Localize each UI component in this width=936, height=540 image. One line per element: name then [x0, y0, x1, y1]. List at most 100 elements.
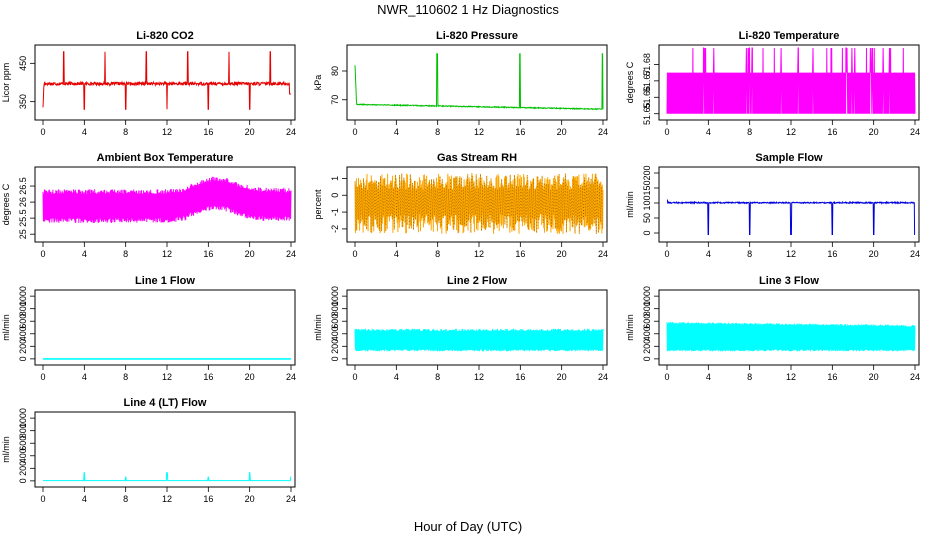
panel-title: Gas Stream RH: [437, 152, 517, 164]
panel-2: Li-820 Pressure kPa 0 4 8 12 16 20 24 70 80: [313, 30, 608, 137]
y-axis-label: ml/min: [1, 436, 11, 463]
x-tick-label: 4: [394, 127, 399, 137]
panel-1: Li-820 CO2 Licor ppm 0 4 8 12 16 20 24 350 450: [1, 30, 296, 137]
y-tick-label: 800: [642, 301, 652, 316]
x-tick-label: 0: [664, 249, 669, 259]
x-tick-label: 12: [162, 494, 172, 504]
x-tick-label: 24: [910, 249, 920, 259]
panel-title: Li-820 Pressure: [436, 30, 518, 42]
y-tick-label: 1000: [18, 408, 28, 428]
x-tick-label: 0: [664, 127, 669, 137]
plot-frame: [658, 166, 920, 243]
panel-title: Line 1 Flow: [135, 275, 195, 287]
plot-frame: [34, 411, 296, 488]
series-line: [354, 328, 604, 352]
x-tick-label: 8: [747, 127, 752, 137]
series-line: [666, 199, 916, 235]
x-tick-label: 8: [747, 372, 752, 382]
x-tick-label: 4: [82, 249, 87, 259]
x-tick-label: 16: [515, 372, 525, 382]
x-tick-label: 12: [162, 127, 172, 137]
panel-title: Line 3 Flow: [759, 275, 819, 287]
x-tick-label: 4: [394, 372, 399, 382]
x-tick-label: 4: [394, 249, 399, 259]
panel-8: Line 2 Flow ml/min 0 4 8 12 16 20 24 0 20040060080…: [313, 275, 608, 382]
y-axis-label: kPa: [313, 75, 323, 91]
y-axis-label: Licor ppm: [1, 63, 11, 103]
y-tick-label: 400: [642, 326, 652, 341]
y-tick-label: 51.67: [642, 70, 652, 93]
panel-title: Li-820 Temperature: [739, 30, 840, 42]
x-tick-label: 20: [557, 127, 567, 137]
y-axis-label: degrees C: [1, 183, 11, 225]
x-tick-label: 0: [352, 249, 357, 259]
y-tick-label: 600: [18, 314, 28, 329]
x-tick-label: 12: [474, 127, 484, 137]
x-tick-label: 16: [515, 127, 525, 137]
figure-title: NWR_110602 1 Hz Diagnostics: [377, 2, 559, 17]
y-tick-label: 600: [642, 314, 652, 329]
x-tick-label: 16: [827, 127, 837, 137]
x-tick-label: 8: [123, 372, 128, 382]
panel-title: Ambient Box Temperature: [97, 152, 234, 164]
plot-frame: [346, 166, 608, 243]
plot-frame: [34, 44, 296, 121]
plot-frame: [658, 44, 920, 121]
x-tick-label: 12: [162, 249, 172, 259]
x-tick-label: 8: [123, 494, 128, 504]
x-tick-label: 4: [82, 127, 87, 137]
y-tick-label: 80: [330, 66, 340, 76]
series-line-overlay: [354, 173, 603, 234]
plot-frame: [346, 44, 608, 121]
x-tick-label: 8: [123, 249, 128, 259]
y-tick-label: 1000: [642, 286, 652, 306]
x-tick-label: 20: [245, 372, 255, 382]
x-tick-label: 20: [869, 372, 879, 382]
x-tick-label: 12: [474, 372, 484, 382]
x-tick-label: 24: [286, 249, 296, 259]
y-tick-label: 51.66: [642, 86, 652, 109]
x-tick-label: 8: [123, 127, 128, 137]
x-tick-label: 16: [827, 249, 837, 259]
x-tick-label: 0: [40, 494, 45, 504]
x-tick-label: 8: [435, 127, 440, 137]
x-tick-label: 16: [515, 249, 525, 259]
y-tick-label: 150: [642, 180, 652, 195]
panel-4: Ambient Box Temperature degrees C 0 4 8 12 16 2…: [1, 152, 296, 259]
panel-7: Line 1 Flow ml/min 0 4 8 12 16 20 24 0 20040060080…: [1, 275, 296, 382]
y-tick-label: 600: [18, 436, 28, 451]
x-tick-label: 20: [557, 372, 567, 382]
y-tick-label: 0: [330, 356, 340, 361]
panel-title: Sample Flow: [755, 152, 823, 164]
series-line: [666, 47, 916, 114]
x-tick-label: 20: [557, 249, 567, 259]
y-tick-label: 25.5: [18, 209, 28, 227]
panel-9: Line 3 Flow ml/min 0 4 8 12 16 20 24 0 20040060080…: [625, 275, 920, 382]
x-tick-label: 16: [203, 249, 213, 259]
x-tick-label: 20: [869, 127, 879, 137]
x-tick-label: 24: [286, 127, 296, 137]
y-tick-label: -1: [330, 208, 340, 216]
y-tick-label: 50: [642, 213, 652, 223]
y-tick-label: -2: [330, 225, 340, 233]
y-tick-label: 400: [18, 448, 28, 463]
series-line: [42, 51, 291, 110]
x-tick-label: 12: [786, 249, 796, 259]
y-tick-label: 51.65: [642, 102, 652, 125]
plot-frame: [34, 166, 296, 243]
y-tick-label: 800: [18, 423, 28, 438]
panel-title: Li-820 CO2: [136, 30, 193, 42]
x-tick-label: 0: [352, 372, 357, 382]
x-tick-label: 12: [786, 372, 796, 382]
panel-5: Gas Stream RH percent 0 4 8 12 16 20 24 -2 -1 0 1: [313, 152, 608, 259]
x-tick-label: 4: [706, 372, 711, 382]
series-line: [42, 176, 292, 224]
panel-title: Line 4 (LT) Flow: [124, 397, 207, 409]
y-tick-label: 600: [330, 314, 340, 329]
y-tick-label: 800: [18, 301, 28, 316]
y-tick-label: 51.68: [642, 53, 652, 76]
y-tick-label: 0: [330, 193, 340, 198]
y-tick-label: 25: [18, 229, 28, 239]
x-tick-label: 8: [435, 249, 440, 259]
x-tick-label: 12: [162, 372, 172, 382]
